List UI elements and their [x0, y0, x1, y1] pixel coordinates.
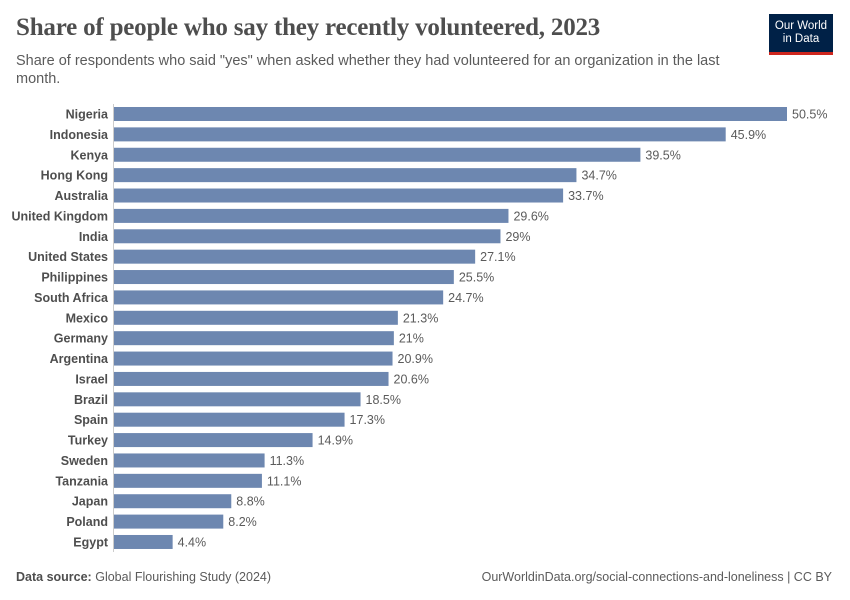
category-label: South Africa — [34, 291, 109, 305]
category-label: Philippines — [41, 271, 108, 285]
value-label: 8.8% — [236, 495, 265, 509]
bar — [114, 127, 726, 142]
value-label: 8.2% — [228, 515, 257, 529]
category-label: Poland — [66, 515, 108, 529]
bar — [114, 331, 394, 346]
bar — [114, 208, 509, 223]
value-label: 18.5% — [366, 393, 401, 407]
bar — [114, 147, 641, 162]
bar — [114, 249, 476, 264]
category-label: United Kingdom — [11, 209, 108, 223]
value-label: 11.1% — [267, 474, 302, 488]
bar — [114, 473, 262, 488]
category-label: Argentina — [50, 352, 109, 366]
data-source: Data source: Global Flourishing Study (2… — [16, 570, 271, 584]
bar — [114, 188, 564, 203]
category-label: United States — [28, 250, 108, 264]
value-label: 29.6% — [513, 209, 548, 223]
category-label: Egypt — [73, 535, 109, 549]
value-label: 45.9% — [731, 128, 766, 142]
bar — [114, 371, 389, 386]
owid-logo[interactable]: Our World in Data — [769, 14, 833, 55]
bar — [114, 514, 224, 529]
category-label: Nigeria — [66, 108, 109, 122]
value-label: 14.9% — [318, 434, 353, 448]
bar — [114, 270, 454, 285]
chart-title: Share of people who say they recently vo… — [16, 14, 601, 41]
value-label: 34.7% — [581, 169, 616, 183]
category-label: Israel — [75, 372, 108, 386]
value-label: 20.6% — [394, 372, 429, 386]
bar — [114, 107, 787, 121]
bar — [114, 229, 501, 244]
category-label: Turkey — [68, 434, 108, 448]
value-label: 33.7% — [568, 189, 603, 203]
bar — [114, 412, 345, 427]
value-label: 39.5% — [645, 148, 680, 162]
category-label: Spain — [74, 413, 108, 427]
category-label: Kenya — [70, 148, 109, 162]
value-label: 25.5% — [459, 271, 494, 285]
bar — [114, 351, 393, 366]
bar — [114, 290, 444, 305]
bar — [114, 494, 232, 509]
category-label: Indonesia — [50, 128, 109, 142]
value-label: 11.3% — [270, 454, 305, 468]
value-label: 17.3% — [350, 413, 385, 427]
category-label: India — [79, 230, 109, 244]
chart-subtitle: Share of respondents who said "yes" when… — [16, 53, 720, 87]
bar — [114, 433, 313, 448]
category-label: Germany — [54, 332, 108, 346]
category-label: Hong Kong — [41, 169, 108, 183]
value-label: 29% — [505, 230, 530, 244]
value-label: 21% — [399, 332, 424, 346]
category-label: Brazil — [74, 393, 108, 407]
bar — [114, 310, 398, 325]
value-label: 50.5% — [792, 108, 827, 122]
category-label: Tanzania — [55, 474, 109, 488]
source-text: Global Flourishing Study (2024) — [95, 570, 272, 584]
bar — [114, 168, 577, 183]
source-label: Data source: — [16, 570, 92, 584]
value-label: 21.3% — [403, 311, 438, 325]
category-label: Mexico — [66, 311, 109, 325]
bar — [114, 453, 265, 468]
category-label: Japan — [72, 495, 108, 509]
value-label: 24.7% — [448, 291, 483, 305]
category-label: Sweden — [61, 454, 108, 468]
bar — [114, 534, 173, 549]
category-label: Australia — [55, 189, 110, 203]
bar — [114, 392, 361, 407]
source-url[interactable]: OurWorldinData.org/social-connections-an… — [481, 570, 832, 584]
value-label: 20.9% — [398, 352, 433, 366]
value-label: 27.1% — [480, 250, 515, 264]
value-label: 4.4% — [178, 535, 207, 549]
